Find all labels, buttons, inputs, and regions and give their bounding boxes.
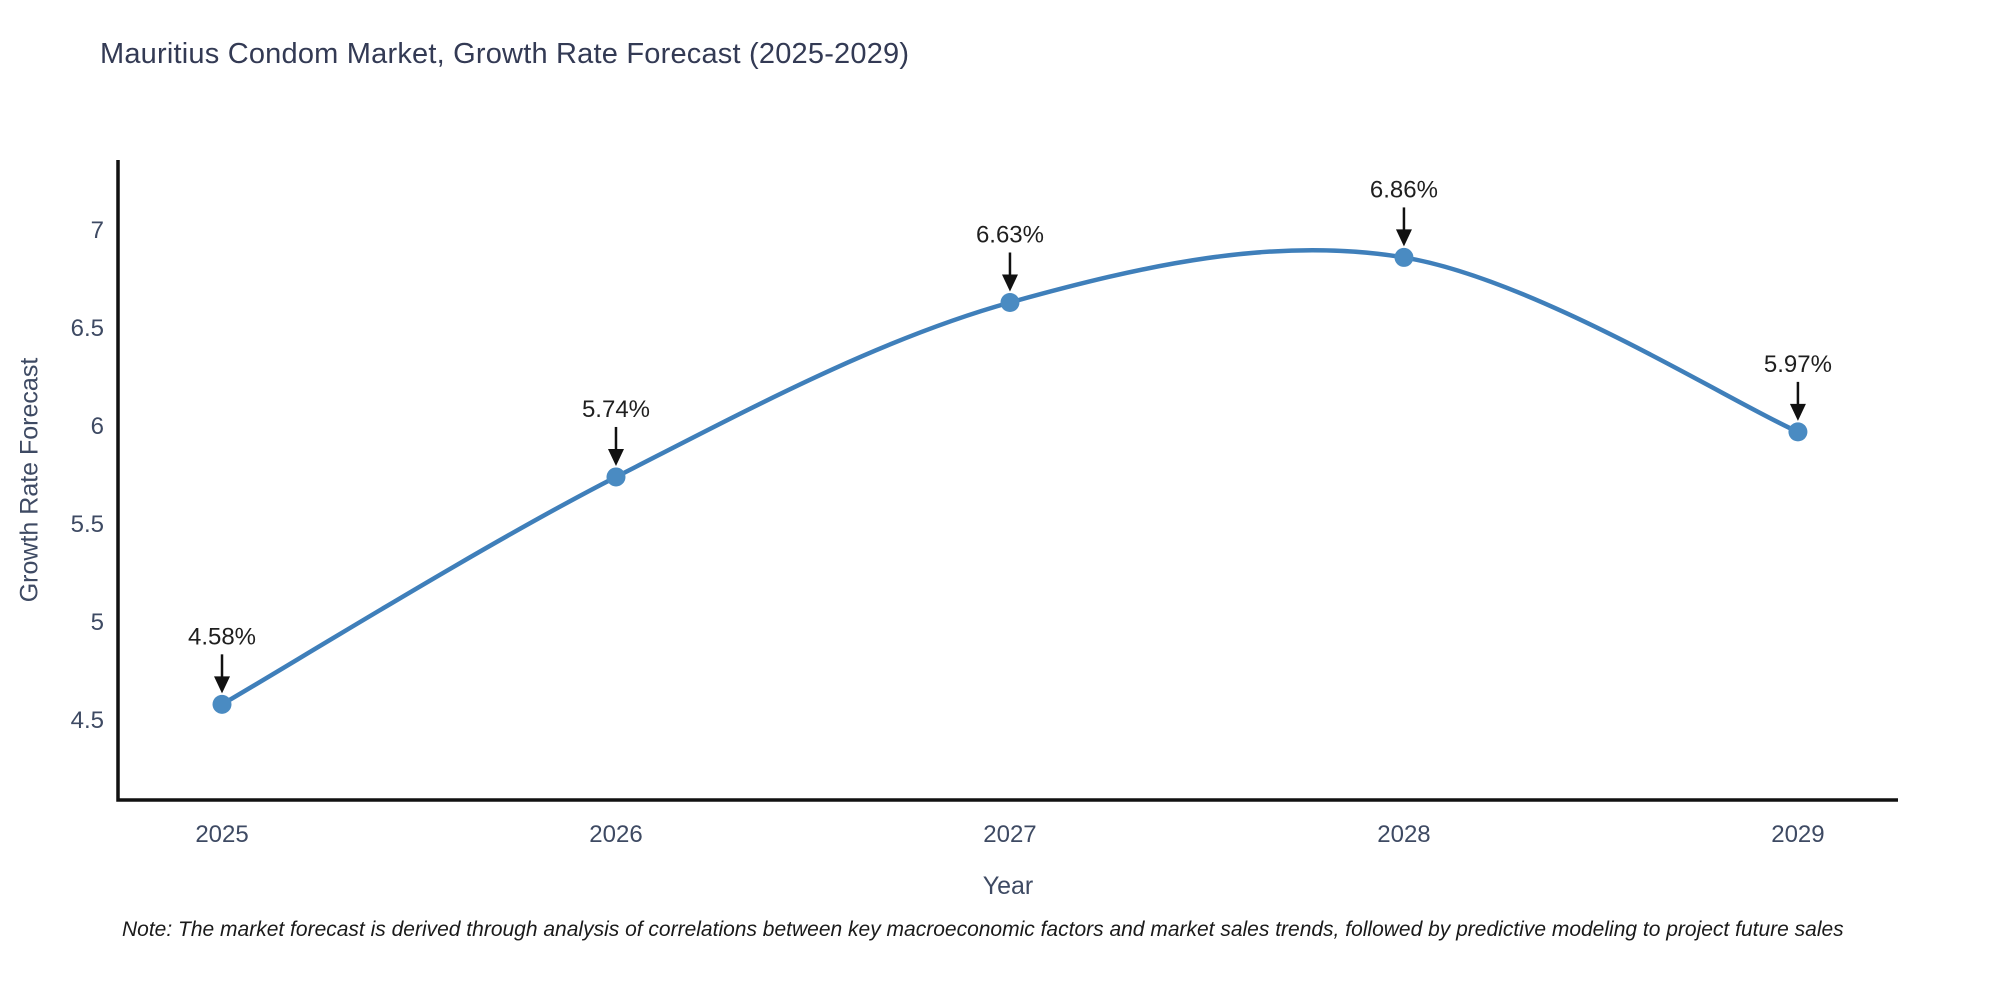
y-tick-label: 4.5 [71,707,104,734]
y-tick-label: 5.5 [71,511,104,538]
point-value-label: 4.58% [188,623,256,650]
annotation-arrowhead [607,448,624,466]
y-tick-label: 7 [91,217,104,244]
y-tick-label: 6 [91,413,104,440]
data-point [1000,293,1020,313]
x-tick-label: 2028 [1377,821,1430,848]
axis-spine [116,160,1898,802]
x-tick-label: 2026 [589,821,642,848]
annotation-arrowhead [1001,274,1018,292]
x-tick-label: 2029 [1771,821,1824,848]
data-point [606,467,626,487]
point-value-label: 5.97% [1764,351,1832,378]
y-tick-label: 6.5 [71,315,104,342]
data-point [1788,422,1808,442]
data-point [1394,247,1414,267]
footnote: Note: The market forecast is derived thr… [122,918,1844,941]
point-value-label: 6.86% [1370,176,1438,203]
point-value-label: 5.74% [582,396,650,423]
x-tick-label: 2025 [195,821,248,848]
line-series [219,247,1801,707]
y-tick-label: 5 [91,609,104,636]
annotation-arrowhead [1789,403,1806,421]
x-axis-title: Year [982,872,1034,900]
point-value-label: 6.63% [976,222,1044,249]
data-point [212,694,232,714]
chart-title: Mauritius Condom Market, Growth Rate For… [100,38,910,70]
x-tick-label: 2027 [983,821,1036,848]
annotation-arrowhead [1395,229,1412,247]
annotation-arrowhead [214,676,231,694]
